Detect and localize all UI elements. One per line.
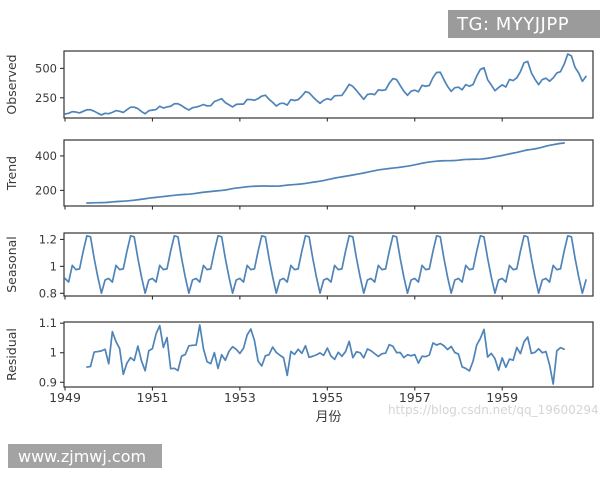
series-line-observed xyxy=(64,53,587,116)
series-line-residual xyxy=(86,324,565,385)
axes-frame xyxy=(63,321,594,388)
subplot-observed: 250 500 Observed xyxy=(4,50,594,122)
axes-frame xyxy=(63,232,594,297)
x-axis-tick-labels: 1949 1951 1953 1955 1957 1959 xyxy=(49,390,518,405)
series-line-seasonal xyxy=(64,235,587,294)
subplot-residual: 0.9 1 1.1 Residual xyxy=(4,316,594,391)
y-tick-label: 0.9 xyxy=(39,375,57,389)
y-axis-title-observed: Observed xyxy=(4,54,19,114)
subplot-seasonal: 0.8 1 1.2 Seasonal xyxy=(4,232,594,300)
site-watermark-badge: www.zjmwj.com xyxy=(8,444,162,468)
tg-watermark-text: TG: MYYJJPP xyxy=(457,13,570,35)
site-watermark-text: www.zjmwj.com xyxy=(18,446,147,466)
y-tick-label: 500 xyxy=(35,61,57,75)
y-axis-title-residual: Residual xyxy=(4,328,19,381)
axes-frame xyxy=(63,50,594,119)
x-axis-title: 月份 xyxy=(315,410,341,425)
x-tick-label: 1953 xyxy=(224,390,256,405)
tg-watermark-badge: TG: MYYJJPP xyxy=(448,10,600,38)
y-tick-label: 1.1 xyxy=(39,316,57,330)
y-tick-label: 1 xyxy=(50,259,57,273)
subplot-trend: 200 400 Trend xyxy=(4,139,594,210)
x-tick-label: 1957 xyxy=(399,390,431,405)
y-tick-label: 400 xyxy=(35,149,57,163)
y-tick-label: 0.8 xyxy=(39,286,57,300)
y-axis-title-seasonal: Seasonal xyxy=(4,236,19,293)
x-tick-label: 1959 xyxy=(486,390,518,405)
y-tick-label: 250 xyxy=(35,91,57,105)
faint-url-text: https://blog.csdn.net/qq_19600294 xyxy=(388,403,598,417)
faint-url-watermark: https://blog.csdn.net/qq_19600294 xyxy=(388,403,598,419)
axes-frame xyxy=(63,139,594,207)
x-tick-label: 1949 xyxy=(49,390,81,405)
y-tick-label: 1 xyxy=(50,346,57,360)
series-line-trend xyxy=(86,142,565,204)
x-tick-label: 1955 xyxy=(311,390,343,405)
y-tick-label: 1.2 xyxy=(39,232,57,246)
y-axis-title-trend: Trend xyxy=(4,156,19,191)
y-tick-label: 200 xyxy=(35,183,57,197)
x-tick-label: 1951 xyxy=(137,390,169,405)
